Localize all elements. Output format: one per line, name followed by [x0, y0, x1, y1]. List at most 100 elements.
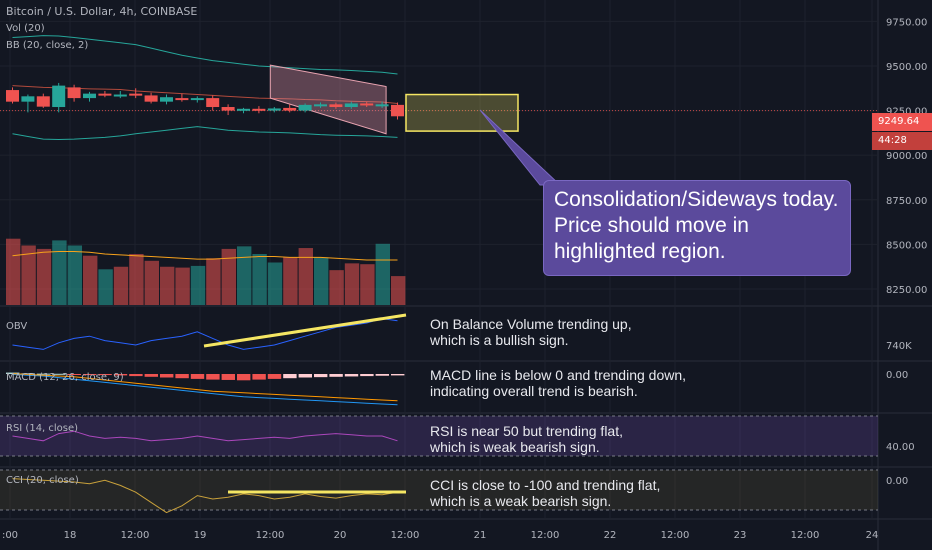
candle-body: [52, 85, 66, 108]
bollinger-lower-band: [12, 126, 398, 140]
volume-bar: [391, 276, 406, 305]
time-axis-label: 12:00: [391, 530, 420, 541]
price-axis-label: 8750.00: [886, 196, 927, 207]
candle-body: [144, 95, 158, 102]
cci-indicator-label[interactable]: CCI (20, close): [6, 475, 79, 486]
price-axis-label: 9750.00: [886, 17, 927, 28]
macd-histogram-bar: [375, 374, 389, 376]
candle-body: [298, 104, 312, 111]
volume-bar: [237, 246, 252, 305]
time-axis-label: :00: [2, 530, 18, 541]
obv-trendline: [203, 313, 407, 348]
macd-annotation-line-1: MACD line is below 0 and trending down,: [430, 367, 687, 383]
time-axis-label: 12:00: [661, 530, 690, 541]
price-axis-label: 9250.00: [886, 107, 927, 118]
volume-bar: [52, 240, 67, 305]
volume-bar: [98, 269, 113, 305]
candle-body: [344, 103, 358, 108]
candle-body: [314, 104, 327, 107]
volume-bar: [36, 248, 52, 305]
bollinger-indicator-label[interactable]: BB (20, close, 2): [6, 40, 89, 51]
rsi-line: [12, 430, 398, 442]
candle-body: [206, 98, 220, 108]
macd-histogram-bar: [344, 374, 359, 377]
candle-body: [129, 93, 143, 96]
candle-body: [113, 94, 127, 97]
volume-bar: [252, 254, 267, 305]
time-axis-label: 23: [734, 530, 747, 541]
obv-indicator-label[interactable]: OBV: [6, 321, 28, 332]
macd-indicator-label[interactable]: MACD (12, 26, close, 9): [6, 372, 124, 383]
obv-annotation-line-1: On Balance Volume trending up,: [430, 316, 632, 332]
candle-body: [36, 96, 50, 107]
volume-bar: [129, 254, 144, 305]
volume-bar: [221, 248, 236, 305]
volume-moving-average: [12, 250, 398, 261]
macd-histogram-bar: [283, 374, 297, 379]
rsi-indicator-label[interactable]: RSI (14, close): [6, 423, 79, 434]
candle-countdown-tag: 44:28: [872, 132, 932, 150]
callout-pointer: [479, 109, 562, 186]
volume-bar: [113, 266, 129, 305]
volume-bar: [298, 248, 313, 305]
callout-line-1: Consolidation/Sideways today.: [554, 188, 839, 211]
macd-histogram-bar: [221, 374, 235, 380]
macd-histogram-bar: [113, 374, 128, 376]
candle-body: [221, 107, 235, 111]
candle-body: [175, 98, 189, 101]
rsi-axis-label: 40.00: [886, 442, 915, 453]
macd-histogram-bar: [391, 374, 405, 376]
cci-axis-label: 0.00: [886, 476, 908, 487]
volume-bar: [206, 258, 221, 305]
price-axis-label: 9000.00: [886, 151, 927, 162]
volume-bar: [267, 262, 283, 305]
volume-bar: [21, 245, 36, 305]
macd-annotation-line-2: indicating overall trend is bearish.: [430, 383, 638, 399]
macd-histogram-bar: [52, 373, 66, 375]
macd-annotation: MACD line is below 0 and trending down, …: [430, 367, 686, 399]
volume-bar: [144, 260, 159, 305]
macd-signal-line: [12, 373, 398, 402]
current-price-tag: 9249.64: [872, 113, 932, 131]
price-axis-label: 8500.00: [886, 240, 927, 251]
macd-histogram-bar: [237, 374, 251, 381]
time-axis-label: 12:00: [256, 530, 285, 541]
consolidation-callout[interactable]: Consolidation/Sideways today. Price shou…: [543, 180, 851, 276]
candle-body: [83, 93, 96, 99]
rsi-band: [0, 416, 878, 456]
volume-indicator-label[interactable]: Vol (20): [6, 23, 45, 34]
candle-body: [190, 98, 204, 101]
candle-body: [391, 104, 404, 117]
volume-bar: [375, 243, 390, 305]
candle-body: [360, 103, 374, 106]
callout-line-2: Price should move in: [554, 214, 749, 237]
candle-body: [283, 107, 297, 111]
macd-histogram-bar: [160, 374, 174, 378]
time-axis-label: 22: [604, 530, 617, 541]
obv-annotation-line-2: which is a bullish sign.: [430, 332, 569, 348]
volume-bar: [67, 245, 82, 305]
bollinger-upper-band: [12, 35, 398, 75]
macd-histogram-bar: [67, 374, 81, 375]
volume-bar: [283, 257, 298, 305]
volume-bar: [314, 257, 329, 305]
price-axis-label: 9500.00: [886, 62, 927, 73]
macd-axis-label: 0.00: [886, 370, 908, 381]
macd-histogram-bar: [98, 374, 112, 376]
obv-line: [12, 318, 398, 350]
symbol-title: Bitcoin / U.S. Dollar, 4h, COINBASE: [6, 5, 198, 18]
macd-histogram-bar: [360, 374, 374, 377]
macd-histogram-bar: [175, 374, 189, 379]
candle-body: [21, 96, 35, 102]
candle-body: [160, 97, 173, 102]
time-axis-label: 18: [64, 530, 77, 541]
time-axis-label: 12:00: [531, 530, 560, 541]
cci-band: [0, 470, 878, 510]
volume-bar: [160, 266, 175, 305]
time-axis-label: 20: [334, 530, 347, 541]
time-axis-label: 12:00: [121, 530, 150, 541]
macd-histogram-bar: [129, 374, 143, 377]
time-axis-label: 21: [474, 530, 487, 541]
